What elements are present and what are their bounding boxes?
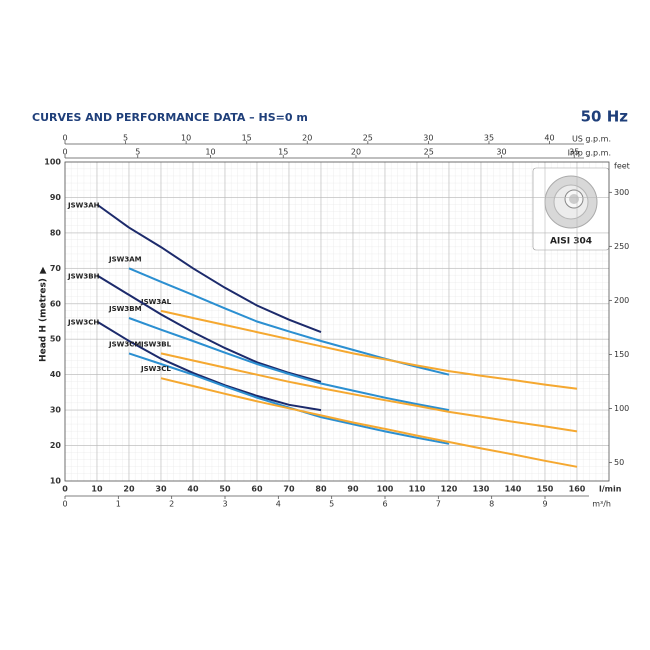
bottom-axis-tick-label: 2 — [169, 500, 174, 509]
series-label: JSW3BH — [67, 272, 100, 280]
x-tick-label: 130 — [473, 485, 490, 494]
x-tick-label: 0 — [62, 485, 68, 494]
y-tick-label: 70 — [50, 264, 62, 273]
bottom-axis-tick-label: 5 — [329, 500, 334, 509]
series-label: JSW3BM — [108, 305, 142, 313]
plot-frame — [64, 161, 610, 482]
top-axis-tick-label: 25 — [363, 134, 373, 143]
minor-grid — [65, 162, 609, 481]
chart-title: CURVES AND PERFORMANCE DATA – HS=0 m — [32, 111, 308, 124]
top-axis-tick-label: 10 — [181, 134, 191, 143]
x-tick-label: 120 — [441, 485, 458, 494]
series-label: JSW3BL — [140, 340, 172, 348]
series-line — [96, 203, 322, 334]
x-tick-label: 100 — [377, 485, 394, 494]
y-tick-label: 90 — [50, 193, 62, 202]
x-tick-label: 70 — [283, 485, 295, 494]
series-label: JSW3AL — [140, 298, 172, 306]
top-axis-tick-label: 5 — [135, 148, 140, 157]
bottom-axis-tick-label: 8 — [489, 500, 494, 509]
bottom-axis-label: m³/h — [592, 500, 611, 509]
top-axis-label: Imp g.p.m. — [568, 149, 611, 158]
bottom-axis-tick-label: 4 — [276, 500, 281, 509]
y-tick-label: 10 — [50, 477, 62, 486]
bottom-axis-tick-label: 6 — [382, 500, 387, 509]
y-axis-arrow: ▲ — [40, 266, 47, 276]
x-tick-label: 10 — [91, 485, 103, 494]
x-tick-label: 60 — [251, 485, 263, 494]
right-axis-tick-label: 150 — [614, 350, 629, 359]
y-tick-label: 50 — [50, 335, 62, 344]
series-line — [160, 309, 578, 390]
x-tick-label: 150 — [537, 485, 554, 494]
pump-image — [532, 167, 610, 251]
top-axis-tick-label: 30 — [423, 134, 433, 143]
x-tick-label: 140 — [505, 485, 522, 494]
series-label: JSW3CH — [67, 319, 99, 327]
image-label: AISI 304 — [550, 237, 592, 247]
x-tick-label: 50 — [219, 485, 231, 494]
series-label: JSW3CM — [108, 340, 141, 348]
right-axis-tick-label: 100 — [614, 404, 629, 413]
y-tick-label: 100 — [44, 158, 61, 167]
series-line — [96, 274, 322, 383]
bottom-axis-tick-label: 0 — [62, 500, 67, 509]
top-axis-tick-label: 35 — [484, 134, 494, 143]
series-line — [160, 377, 578, 468]
bottom-axis-tick-label: 3 — [222, 500, 227, 509]
top-axis-tick-label: 35 — [569, 148, 579, 157]
y-tick-label: 30 — [50, 406, 62, 415]
y-tick-label: 80 — [50, 228, 62, 237]
y-tick-label: 20 — [50, 441, 62, 450]
top-axis-tick-label: 15 — [242, 134, 252, 143]
y-tick-label: 40 — [50, 370, 62, 379]
bottom-axis-tick-label: 7 — [436, 500, 441, 509]
x-tick-label: 80 — [315, 485, 327, 494]
top-axis-tick-label: 10 — [205, 148, 215, 157]
top-axis-label: US g.p.m. — [572, 135, 611, 144]
top-axis-tick-label: 25 — [424, 148, 434, 157]
y-axis-label: Head H (metres) — [39, 278, 49, 362]
series-line — [128, 317, 450, 412]
x-tick-label: 160 — [569, 485, 586, 494]
top-axis-tick-label: 0 — [62, 148, 67, 157]
right-axis-label: feet — [614, 162, 630, 171]
right-axis-tick-label: 50 — [614, 458, 624, 467]
top-axis-tick-label: 20 — [351, 148, 361, 157]
right-axis-tick-label: 300 — [614, 188, 629, 197]
right-axis-tick-label: 200 — [614, 296, 629, 305]
frequency: 50 Hz — [581, 108, 629, 126]
x-tick-label: 40 — [187, 485, 199, 494]
x-tick-label: 30 — [155, 485, 167, 494]
x-axis-label: l/min — [599, 485, 622, 494]
bottom-axis-tick-label: 9 — [542, 500, 547, 509]
top-axis-tick-label: 20 — [302, 134, 312, 143]
bottom-axis-tick-label: 1 — [116, 500, 121, 509]
y-tick-label: 60 — [50, 299, 62, 308]
right-axis-tick-label: 250 — [614, 242, 629, 251]
series-label: JSW3CL — [140, 365, 171, 373]
top-axis-tick-label: 40 — [544, 134, 554, 143]
series-label: JSW3AH — [67, 202, 100, 210]
top-axis-tick-label: 30 — [496, 148, 506, 157]
top-axis-tick-label: 15 — [278, 148, 288, 157]
x-tick-label: 90 — [347, 485, 359, 494]
top-axis-tick-label: 0 — [62, 134, 67, 143]
top-axis-tick-label: 5 — [123, 134, 128, 143]
x-tick-label: 110 — [409, 485, 426, 494]
x-tick-label: 20 — [123, 485, 135, 494]
series-line — [96, 320, 322, 412]
series-line — [160, 352, 578, 433]
series-label: JSW3AM — [108, 255, 142, 263]
